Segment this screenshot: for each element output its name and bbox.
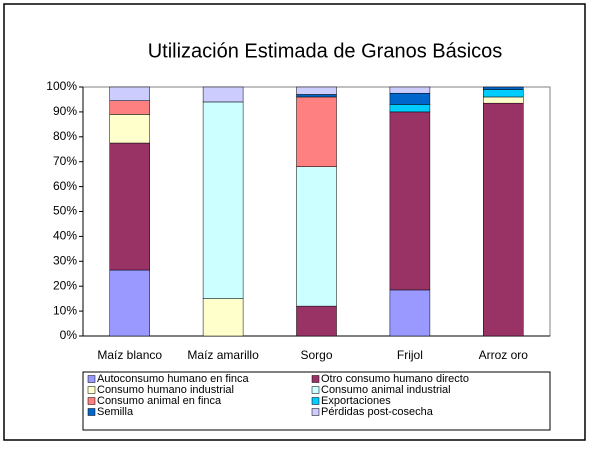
bar-segment [389,86,431,94]
bar-segment [202,101,244,299]
bar-segment [109,114,150,144]
legend-swatch [311,386,320,394]
bar-segment [109,100,150,115]
legend-label: Consumo humano industrial [97,384,234,396]
legend-label: Otro consumo humano directo [321,373,469,385]
bar-segment [109,269,150,337]
bar-segment [483,86,524,90]
legend-label: Exportaciones [321,395,391,407]
bar-segment [202,298,244,337]
y-tick-label: 10% [53,303,77,317]
legend-label: Semilla [97,406,134,418]
bar-segment [389,92,431,105]
y-tick-label: 60% [53,179,77,193]
bar-segment [296,96,337,167]
bar-segment [296,305,337,337]
bar-segment [109,142,150,271]
chart-title: Utilización Estimada de Granos Básicos [148,40,503,62]
bar-segment [483,96,524,104]
y-tick-label: 100% [46,79,77,93]
y-tick-label: 90% [53,104,77,118]
x-tick-label: Sorgo [300,348,332,362]
x-tick-label: Frijol [397,348,423,362]
legend-label: Autoconsumo humano en finca [97,373,250,385]
legend-swatch [311,397,320,405]
y-tick-label: 80% [53,129,77,143]
bar-segment [296,166,337,307]
y-tick-label: 40% [53,229,77,243]
x-tick-label: Arroz oro [479,348,529,362]
legend-swatch [87,375,96,383]
bar-segment [389,111,431,291]
legend-swatch [311,408,320,416]
bar-segment [296,86,337,95]
legend-swatch [311,375,320,383]
bar-segment [389,289,431,337]
bar-segment [483,102,524,337]
legend-swatch [87,386,96,394]
y-tick-label: 0% [60,328,78,342]
x-tick-label: Maíz amarillo [187,348,259,362]
bar-segment [109,86,150,101]
y-tick-label: 50% [53,204,77,218]
bar-segment [296,94,337,98]
bar-segment [389,104,431,113]
legend-label: Consumo animal en finca [97,395,222,407]
bar-segment [202,86,244,103]
y-tick-label: 70% [53,154,77,168]
legend-label: Pérdidas post-cosecha [321,406,434,418]
y-tick-label: 30% [53,253,77,267]
legend-swatch [87,397,96,405]
legend-swatch [87,408,96,416]
legend-label: Consumo animal industrial [321,384,451,396]
bar-segment [483,89,524,98]
x-tick-label: Maíz blanco [97,348,162,362]
y-tick-label: 20% [53,278,77,292]
